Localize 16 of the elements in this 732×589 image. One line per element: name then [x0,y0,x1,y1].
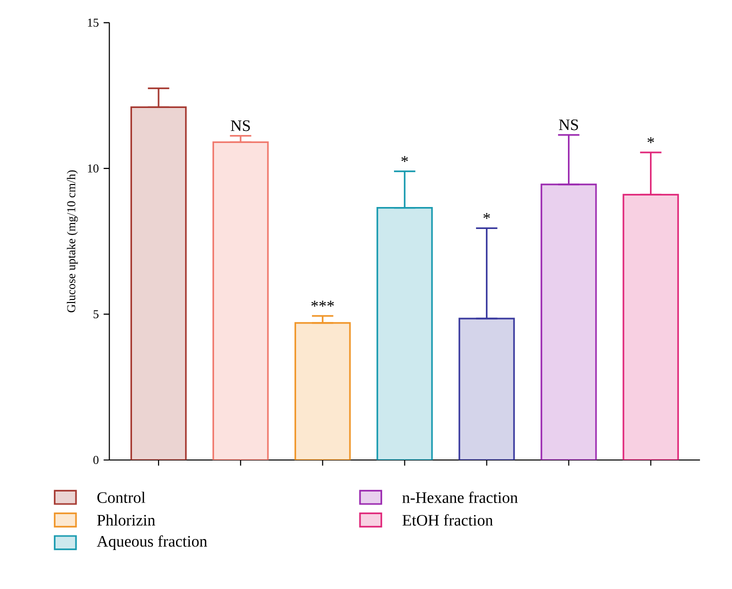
annotation: * [648,137,654,144]
legend-label: n-Hexane fraction [402,492,518,504]
legend-label: Aqueous fraction [96,535,208,550]
y-tick-label: 10 [88,164,98,172]
y-tick-label: 5 [94,310,98,318]
annotation: * [483,213,490,219]
legend-label: Phlorizin [97,514,156,526]
legend-label: Control [97,492,146,503]
annotation: * [401,156,408,162]
annotation: *** [311,300,334,307]
annotation: NS [230,120,250,132]
y-tick-label: 15 [88,18,98,27]
y-tick-label: 0 [93,456,98,464]
annotation: NS [558,119,578,130]
y-axis-title: Glucose uptake (mg/10 cm/h) [66,170,78,312]
legend-label: EtOH fraction [402,514,493,526]
